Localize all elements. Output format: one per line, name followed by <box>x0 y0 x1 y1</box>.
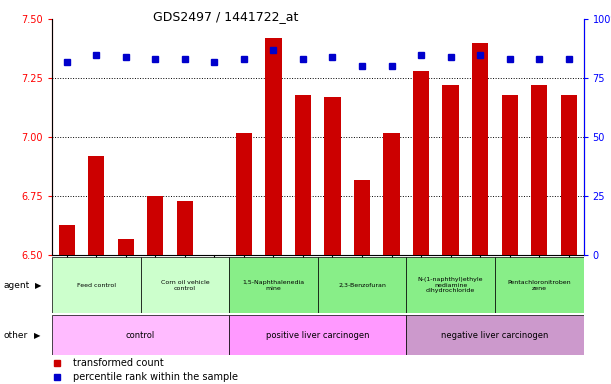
Bar <box>406 257 495 313</box>
Bar <box>118 239 134 255</box>
Text: ▶: ▶ <box>35 281 42 290</box>
Bar <box>147 196 163 255</box>
Bar <box>354 180 370 255</box>
Bar <box>52 257 141 313</box>
Text: percentile rank within the sample: percentile rank within the sample <box>73 372 238 382</box>
Text: Feed control: Feed control <box>77 283 115 288</box>
Bar <box>141 257 229 313</box>
Bar <box>531 85 547 255</box>
Text: transformed count: transformed count <box>73 358 164 368</box>
Bar <box>442 85 459 255</box>
Bar <box>177 201 193 255</box>
Bar <box>502 95 518 255</box>
Text: positive liver carcinogen: positive liver carcinogen <box>266 331 370 339</box>
Bar <box>265 38 282 255</box>
Bar <box>295 95 311 255</box>
Bar <box>236 132 252 255</box>
Bar <box>472 43 488 255</box>
Text: GDS2497 / 1441722_at: GDS2497 / 1441722_at <box>153 10 298 23</box>
Bar <box>59 225 75 255</box>
Text: other: other <box>3 331 27 339</box>
Bar <box>318 257 406 313</box>
Bar <box>406 315 584 355</box>
Bar <box>88 156 104 255</box>
Bar <box>495 257 584 313</box>
Text: negative liver carcinogen: negative liver carcinogen <box>441 331 549 339</box>
Text: control: control <box>126 331 155 339</box>
Text: Pentachloronitroben
zene: Pentachloronitroben zene <box>507 280 571 291</box>
Bar <box>324 97 340 255</box>
Bar <box>229 315 406 355</box>
Bar <box>229 257 318 313</box>
Text: 1,5-Naphthalenedia
mine: 1,5-Naphthalenedia mine <box>243 280 304 291</box>
Text: agent: agent <box>3 281 29 290</box>
Text: 2,3-Benzofuran: 2,3-Benzofuran <box>338 283 386 288</box>
Bar <box>52 315 229 355</box>
Bar <box>561 95 577 255</box>
Text: ▶: ▶ <box>34 331 40 339</box>
Text: Corn oil vehicle
control: Corn oil vehicle control <box>161 280 209 291</box>
Text: N-(1-naphthyl)ethyle
nediamine
dihydrochloride: N-(1-naphthyl)ethyle nediamine dihydroch… <box>418 277 483 293</box>
Bar <box>413 71 429 255</box>
Bar <box>384 132 400 255</box>
